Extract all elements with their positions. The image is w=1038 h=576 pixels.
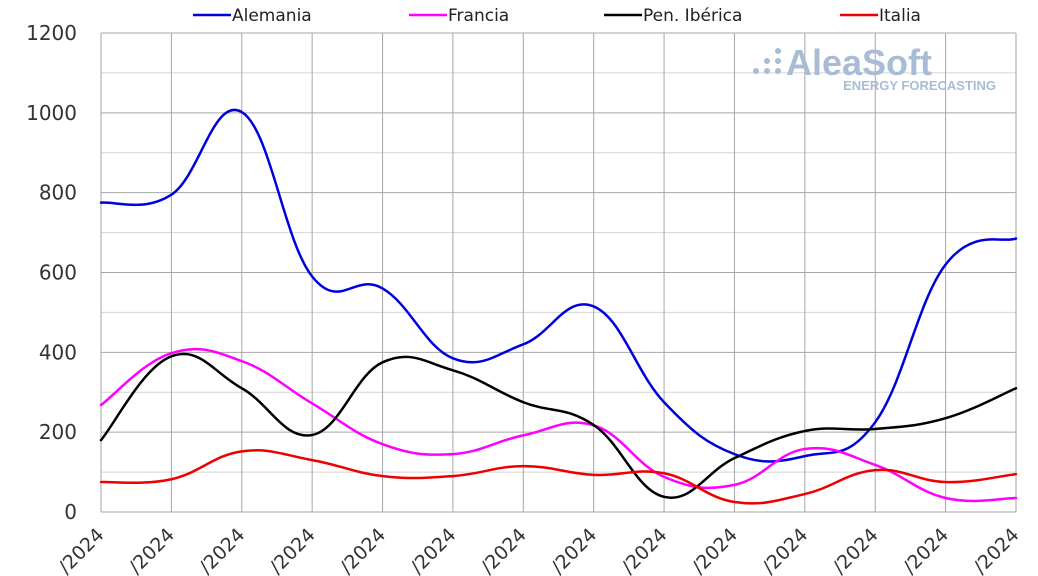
y-tick-label: 0	[64, 500, 77, 524]
x-tick-label: /2024	[265, 524, 319, 576]
y-tick-label: 400	[39, 340, 77, 364]
series-line-francia	[99, 347, 1018, 503]
x-tick-label: /2024	[688, 524, 742, 576]
y-tick-label: 200	[39, 420, 77, 444]
x-tick-label: /2024	[336, 524, 390, 576]
x-tick-label: /2024	[547, 524, 601, 576]
legend-label: Francia	[448, 6, 509, 26]
aleasoft-logo: AleaSoft ENERGY FORECASTING	[753, 42, 996, 93]
logo-tagline: ENERGY FORECASTING	[843, 78, 996, 93]
legend: Alemania Francia Pen. Ibérica Italia	[193, 6, 921, 26]
x-tick-label: /2024	[195, 524, 249, 576]
x-tick-label: /2024	[969, 524, 1023, 576]
legend-label: Italia	[879, 6, 921, 26]
y-axis-ticks: 0 200 400 600 800 1000 1200	[26, 21, 77, 524]
x-tick-label: /2024	[125, 524, 179, 576]
x-tick-label: /2024	[899, 524, 953, 576]
grid-lines	[100, 32, 1017, 513]
legend-label: Alemania	[232, 6, 312, 26]
series-line-alemania	[99, 108, 1018, 463]
y-tick-label: 1200	[26, 21, 77, 45]
y-tick-label: 600	[39, 261, 77, 285]
x-tick-label: /2024	[758, 524, 812, 576]
y-tick-label: 1000	[26, 101, 77, 125]
x-tick-label: /2024	[828, 524, 882, 576]
series-line-pen-ib-rica	[99, 352, 1018, 499]
logo-wordmark: AleaSoft	[786, 42, 932, 83]
legend-label: Pen. Ibérica	[643, 6, 742, 26]
x-tick-label: /2024	[617, 524, 671, 576]
series-lines	[99, 108, 1018, 505]
x-tick-label: /2024	[477, 524, 531, 576]
x-axis-ticks: /2024/2024/2024/2024/2024/2024/2024/2024…	[54, 524, 1023, 576]
series-line-italia	[99, 449, 1018, 505]
y-tick-label: 800	[39, 181, 77, 205]
x-tick-label: /2024	[54, 524, 108, 576]
x-tick-label: /2024	[406, 524, 460, 576]
